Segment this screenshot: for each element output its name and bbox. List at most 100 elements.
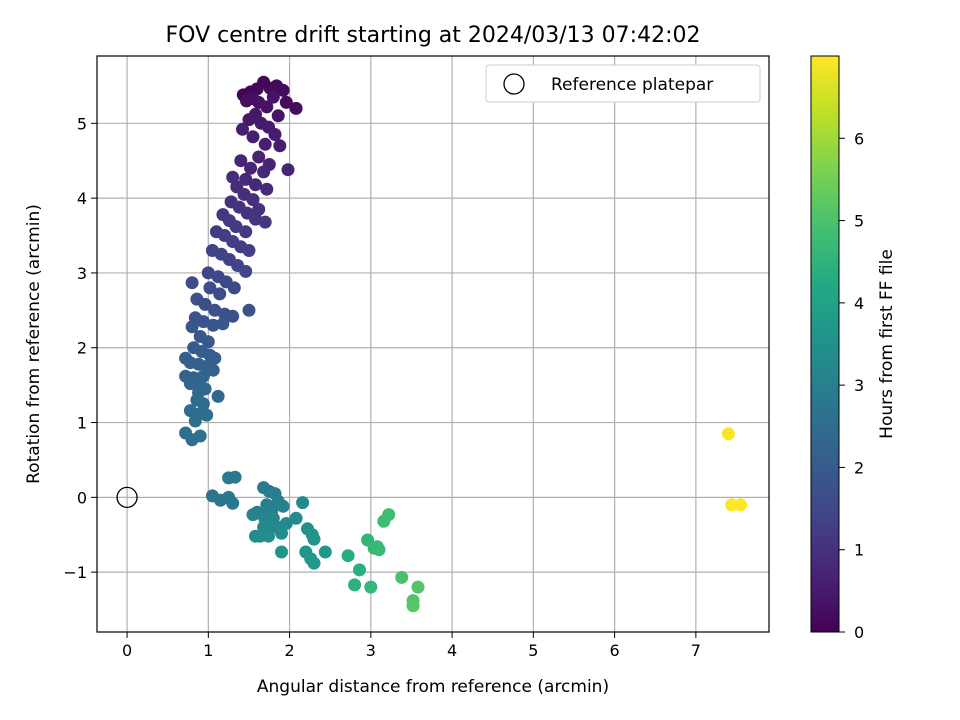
y-tick-label: 4 xyxy=(77,189,87,208)
colorbar-tick-label: 4 xyxy=(854,294,864,313)
x-tick-label: 2 xyxy=(284,641,294,660)
data-point xyxy=(196,397,210,411)
x-tick-label: 1 xyxy=(203,641,213,660)
reference-marker-group xyxy=(116,486,138,509)
data-point xyxy=(279,517,293,530)
data-point xyxy=(258,137,272,151)
data-point xyxy=(296,496,310,510)
y-tick-label: 5 xyxy=(77,114,87,133)
data-point xyxy=(341,549,355,563)
colorbar-tick-label: 0 xyxy=(854,623,864,642)
data-point xyxy=(196,315,210,329)
y-tick-label: 1 xyxy=(77,414,87,433)
x-tick-label: 5 xyxy=(528,641,538,660)
chart-title: FOV centre drift starting at 2024/03/13 … xyxy=(166,23,701,48)
data-point xyxy=(252,150,266,164)
legend-entry-reference-platepar: Reference platepar xyxy=(551,75,713,95)
data-point xyxy=(260,182,274,196)
y-tick-label: −1 xyxy=(63,563,87,582)
data-point xyxy=(206,318,220,332)
data-point xyxy=(372,543,386,557)
data-point xyxy=(289,511,303,525)
data-point xyxy=(206,363,220,377)
y-tick-label: 3 xyxy=(77,264,87,283)
colorbar: 0 1 2 3 4 5 6 Hours from first FF file xyxy=(810,55,897,642)
data-point xyxy=(289,101,303,115)
data-point xyxy=(234,154,248,168)
data-point xyxy=(258,215,272,229)
y-axis-ticks: −1 0 1 2 3 4 5 xyxy=(63,114,97,582)
data-point xyxy=(275,526,288,540)
data-point xyxy=(188,414,202,428)
data-point xyxy=(246,193,260,207)
colorbar-tick-label: 6 xyxy=(854,129,864,148)
data-point xyxy=(244,161,258,175)
data-point xyxy=(395,570,409,584)
data-point xyxy=(406,599,420,613)
colorbar-label: Hours from first FF file xyxy=(877,249,897,439)
y-tick-label: 0 xyxy=(77,488,87,507)
data-point xyxy=(193,429,207,443)
data-point xyxy=(364,580,378,594)
data-point xyxy=(229,220,243,234)
data-point xyxy=(281,163,295,177)
data-point xyxy=(226,170,240,184)
data-point xyxy=(318,545,332,559)
legend: Reference platepar xyxy=(485,64,761,103)
colorbar-tick-label: 5 xyxy=(854,212,864,231)
data-point xyxy=(239,172,253,186)
data-point xyxy=(183,377,197,391)
data-point xyxy=(201,335,215,349)
data-point xyxy=(185,320,199,334)
colorbar-tick-label: 1 xyxy=(854,541,864,560)
x-axis-label: Angular distance from reference (arcmin) xyxy=(257,677,609,697)
data-point xyxy=(227,281,241,295)
data-point xyxy=(185,276,199,290)
data-point xyxy=(226,496,240,510)
data-point xyxy=(275,545,288,559)
data-point xyxy=(276,499,290,513)
data-point xyxy=(734,498,748,512)
colorbar-ticks: 0 1 2 3 4 5 6 xyxy=(839,129,864,642)
reference-platepar-marker xyxy=(116,486,138,509)
data-point xyxy=(246,130,260,144)
data-point xyxy=(721,427,735,441)
data-point xyxy=(273,139,287,153)
data-point xyxy=(268,128,282,141)
data-point xyxy=(226,309,240,323)
legend-marker-open-circle xyxy=(503,73,525,95)
data-point xyxy=(200,408,214,422)
x-tick-label: 7 xyxy=(691,641,701,660)
data-point xyxy=(208,351,222,365)
y-axis-label: Rotation from reference (arcmin) xyxy=(24,204,44,484)
data-point xyxy=(242,113,256,127)
data-point xyxy=(242,303,256,317)
data-point xyxy=(348,578,362,592)
data-point xyxy=(260,100,274,114)
data-point xyxy=(211,389,225,403)
colorbar-gradient xyxy=(810,55,840,633)
x-tick-label: 3 xyxy=(366,641,376,660)
data-point xyxy=(236,122,249,136)
data-point xyxy=(249,178,262,192)
data-point xyxy=(271,109,285,123)
data-point xyxy=(411,580,425,594)
data-point xyxy=(307,532,321,546)
data-point xyxy=(725,498,739,512)
data-point xyxy=(183,404,197,418)
data-point xyxy=(353,563,366,577)
data-point xyxy=(196,369,210,383)
scatter-points xyxy=(179,75,748,613)
data-point xyxy=(216,317,230,331)
x-tick-label: 4 xyxy=(447,641,457,660)
y-tick-label: 2 xyxy=(77,339,87,358)
data-point xyxy=(213,287,227,301)
data-point xyxy=(262,529,275,543)
data-point xyxy=(239,264,253,278)
plot-frame xyxy=(96,55,770,633)
data-point xyxy=(266,90,280,104)
colorbar-tick-label: 2 xyxy=(854,458,864,477)
data-point xyxy=(203,281,217,295)
legend-box xyxy=(485,64,761,103)
